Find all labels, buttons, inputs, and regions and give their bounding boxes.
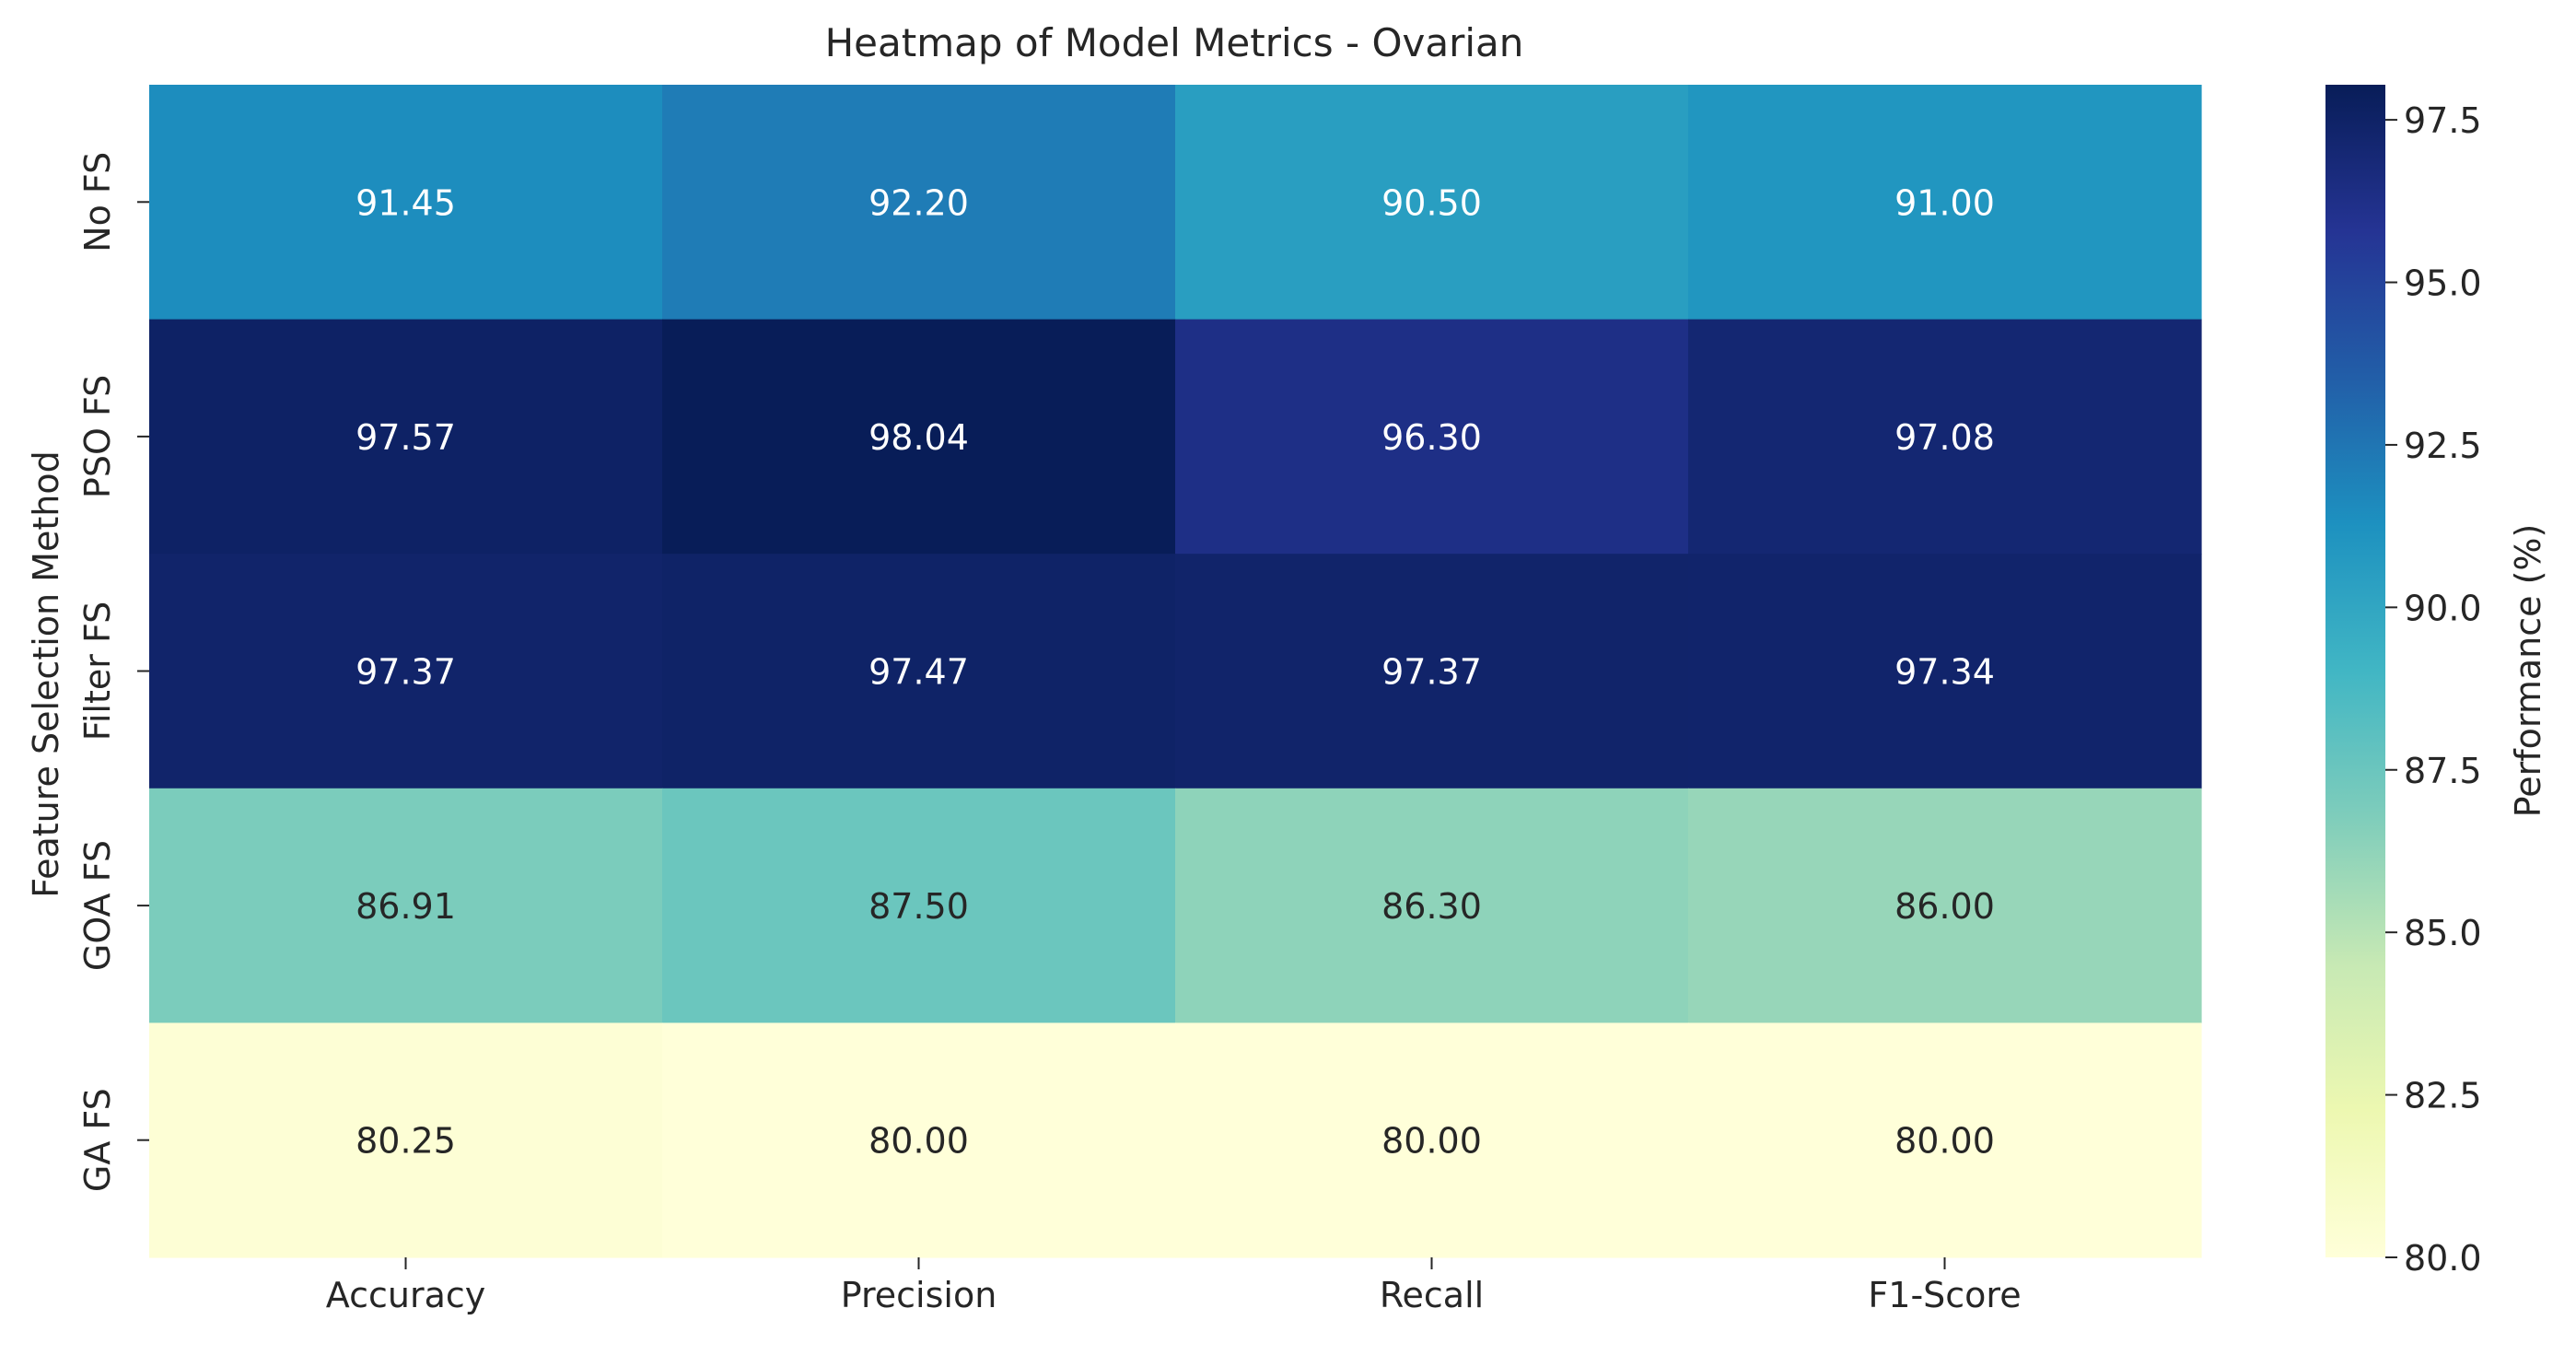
x-tick-label: F1-Score <box>1868 1275 2021 1315</box>
y-tick-label: GOA FS <box>77 840 118 971</box>
cell-value-label: 96.30 <box>1381 417 1482 458</box>
y-tick-label: No FS <box>77 152 118 252</box>
x-tick-label: Recall <box>1380 1275 1484 1315</box>
y-tick-label: Filter FS <box>77 602 118 742</box>
heatmap-cell <box>662 1022 1176 1258</box>
colorbar-tick-label: 95.0 <box>2404 263 2482 304</box>
cell-value-label: 97.37 <box>356 652 456 693</box>
heatmap-cell <box>149 85 663 321</box>
colorbar-label: Performance (%) <box>2508 524 2548 818</box>
cell-value-label: 80.00 <box>1894 1121 1995 1162</box>
heatmap-cell <box>662 319 1176 555</box>
y-axis-label: Feature Selection Method <box>26 450 66 897</box>
heatmap-cell <box>1688 554 2202 789</box>
colorbar-tick-label: 82.5 <box>2404 1076 2482 1116</box>
cell-value-label: 97.57 <box>356 417 456 458</box>
heatmap-cell <box>1688 1022 2202 1258</box>
heatmap-cells <box>149 85 2202 1258</box>
cell-value-label: 97.47 <box>868 652 969 693</box>
colorbar-tick-label: 90.0 <box>2404 588 2482 628</box>
y-axis-ticks: No FS PSO FS Filter FS GOA FS GA FS <box>77 152 149 1192</box>
x-axis-ticks: Accuracy Precision Recall F1-Score <box>326 1257 2022 1315</box>
cell-value-label: 92.20 <box>868 182 969 223</box>
chart-title: Heatmap of Model Metrics - Ovarian <box>825 20 1524 65</box>
colorbar-tick-label: 80.0 <box>2404 1238 2482 1279</box>
colorbar-tick-label: 97.5 <box>2404 100 2482 141</box>
heatmap-cell <box>1175 788 1689 1023</box>
y-tick-label: GA FS <box>77 1088 118 1192</box>
heatmap-cell <box>1175 319 1689 555</box>
heatmap-cell <box>1175 554 1689 789</box>
cell-value-label: 91.45 <box>356 182 456 223</box>
heatmap-cell <box>662 788 1176 1023</box>
colorbar-gradient <box>2325 85 2385 1257</box>
cell-value-label: 80.00 <box>868 1121 969 1162</box>
cell-value-label: 87.50 <box>868 886 969 927</box>
cell-value-label: 97.34 <box>1894 652 1995 693</box>
heatmap-cell-labels: 91.45 92.20 90.50 91.00 97.57 98.04 96.30 97.08… <box>356 182 1995 1161</box>
colorbar-ticks: 80.0 82.5 85.0 87.5 90.0 92.5 95.0 97.5 <box>2385 100 2482 1279</box>
colorbar-tick-label: 85.0 <box>2404 913 2482 953</box>
heatmap-cell <box>149 554 663 789</box>
heatmap-cell <box>1175 85 1689 321</box>
heatmap-cell <box>1688 85 2202 321</box>
cell-value-label: 80.25 <box>356 1121 456 1162</box>
x-tick-label: Accuracy <box>326 1275 486 1315</box>
cell-value-label: 86.91 <box>356 886 456 927</box>
cell-value-label: 90.50 <box>1381 182 1482 223</box>
colorbar-tick-label: 92.5 <box>2404 426 2482 466</box>
heatmap-cell <box>1688 319 2202 555</box>
cell-value-label: 91.00 <box>1894 182 1995 223</box>
colorbar: 80.0 82.5 85.0 87.5 90.0 92.5 95.0 97.5 Perform… <box>2325 85 2548 1279</box>
y-tick-label: PSO FS <box>77 375 118 498</box>
heatmap-cell <box>1688 788 2202 1023</box>
colorbar-tick-label: 87.5 <box>2404 751 2482 791</box>
cell-value-label: 97.08 <box>1894 417 1995 458</box>
cell-value-label: 86.00 <box>1894 886 1995 927</box>
cell-value-label: 97.37 <box>1381 652 1482 693</box>
x-tick-label: Precision <box>841 1275 997 1315</box>
heatmap-cell <box>1175 1022 1689 1258</box>
cell-value-label: 98.04 <box>868 417 969 458</box>
heatmap-cell <box>149 788 663 1023</box>
heatmap-cell <box>149 319 663 555</box>
heatmap-cell <box>662 85 1176 321</box>
cell-value-label: 80.00 <box>1381 1121 1482 1162</box>
cell-value-label: 86.30 <box>1381 886 1482 927</box>
heatmap-cell <box>662 554 1176 789</box>
heatmap-cell <box>149 1022 663 1258</box>
